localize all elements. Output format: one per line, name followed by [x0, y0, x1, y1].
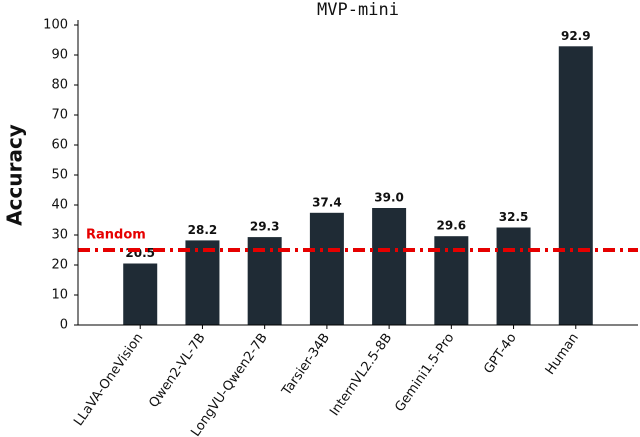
bar	[309, 212, 344, 325]
y-tick-label: 60	[51, 138, 68, 153]
x-tick-label: Human	[543, 331, 582, 378]
y-axis-label: Accuracy	[3, 124, 27, 226]
y-tick-label: 100	[43, 18, 68, 33]
x-tick-label: Qwen2-VL-7B	[146, 331, 208, 411]
bar	[496, 227, 531, 325]
y-tick-label: 10	[51, 288, 68, 303]
value-label: 37.4	[312, 195, 342, 209]
bar	[558, 46, 593, 326]
value-label: 28.2	[188, 223, 218, 237]
y-tick-label: 30	[51, 228, 68, 243]
x-tick-label: Tarsier-34B	[279, 331, 333, 400]
value-label: 39.0	[374, 191, 404, 205]
y-tick-label: 0	[60, 318, 68, 333]
value-label: 29.3	[250, 220, 280, 234]
x-tick-label: Gemini1.5-Pro	[392, 331, 457, 415]
y-tick-label: 80	[51, 78, 68, 93]
y-tick-label: 40	[51, 198, 68, 213]
x-tick-label: LLaVA-OneVision	[71, 331, 146, 429]
y-tick-label: 70	[51, 108, 68, 123]
y-tick-label: 50	[51, 168, 68, 183]
y-tick-label: 20	[51, 258, 68, 273]
value-label: 29.6	[437, 219, 467, 233]
value-label: 92.9	[561, 29, 591, 43]
x-tick-label: InternVL2.5-8B	[327, 331, 395, 419]
reference-label: Random	[86, 228, 146, 243]
value-label: 32.5	[499, 210, 529, 224]
y-tick-label: 90	[51, 48, 68, 63]
bar	[372, 208, 407, 325]
bar	[185, 240, 220, 325]
x-tick-label: GPT-4o	[481, 331, 519, 377]
bar	[123, 263, 158, 325]
chart-title: MVP-mini	[317, 0, 399, 20]
